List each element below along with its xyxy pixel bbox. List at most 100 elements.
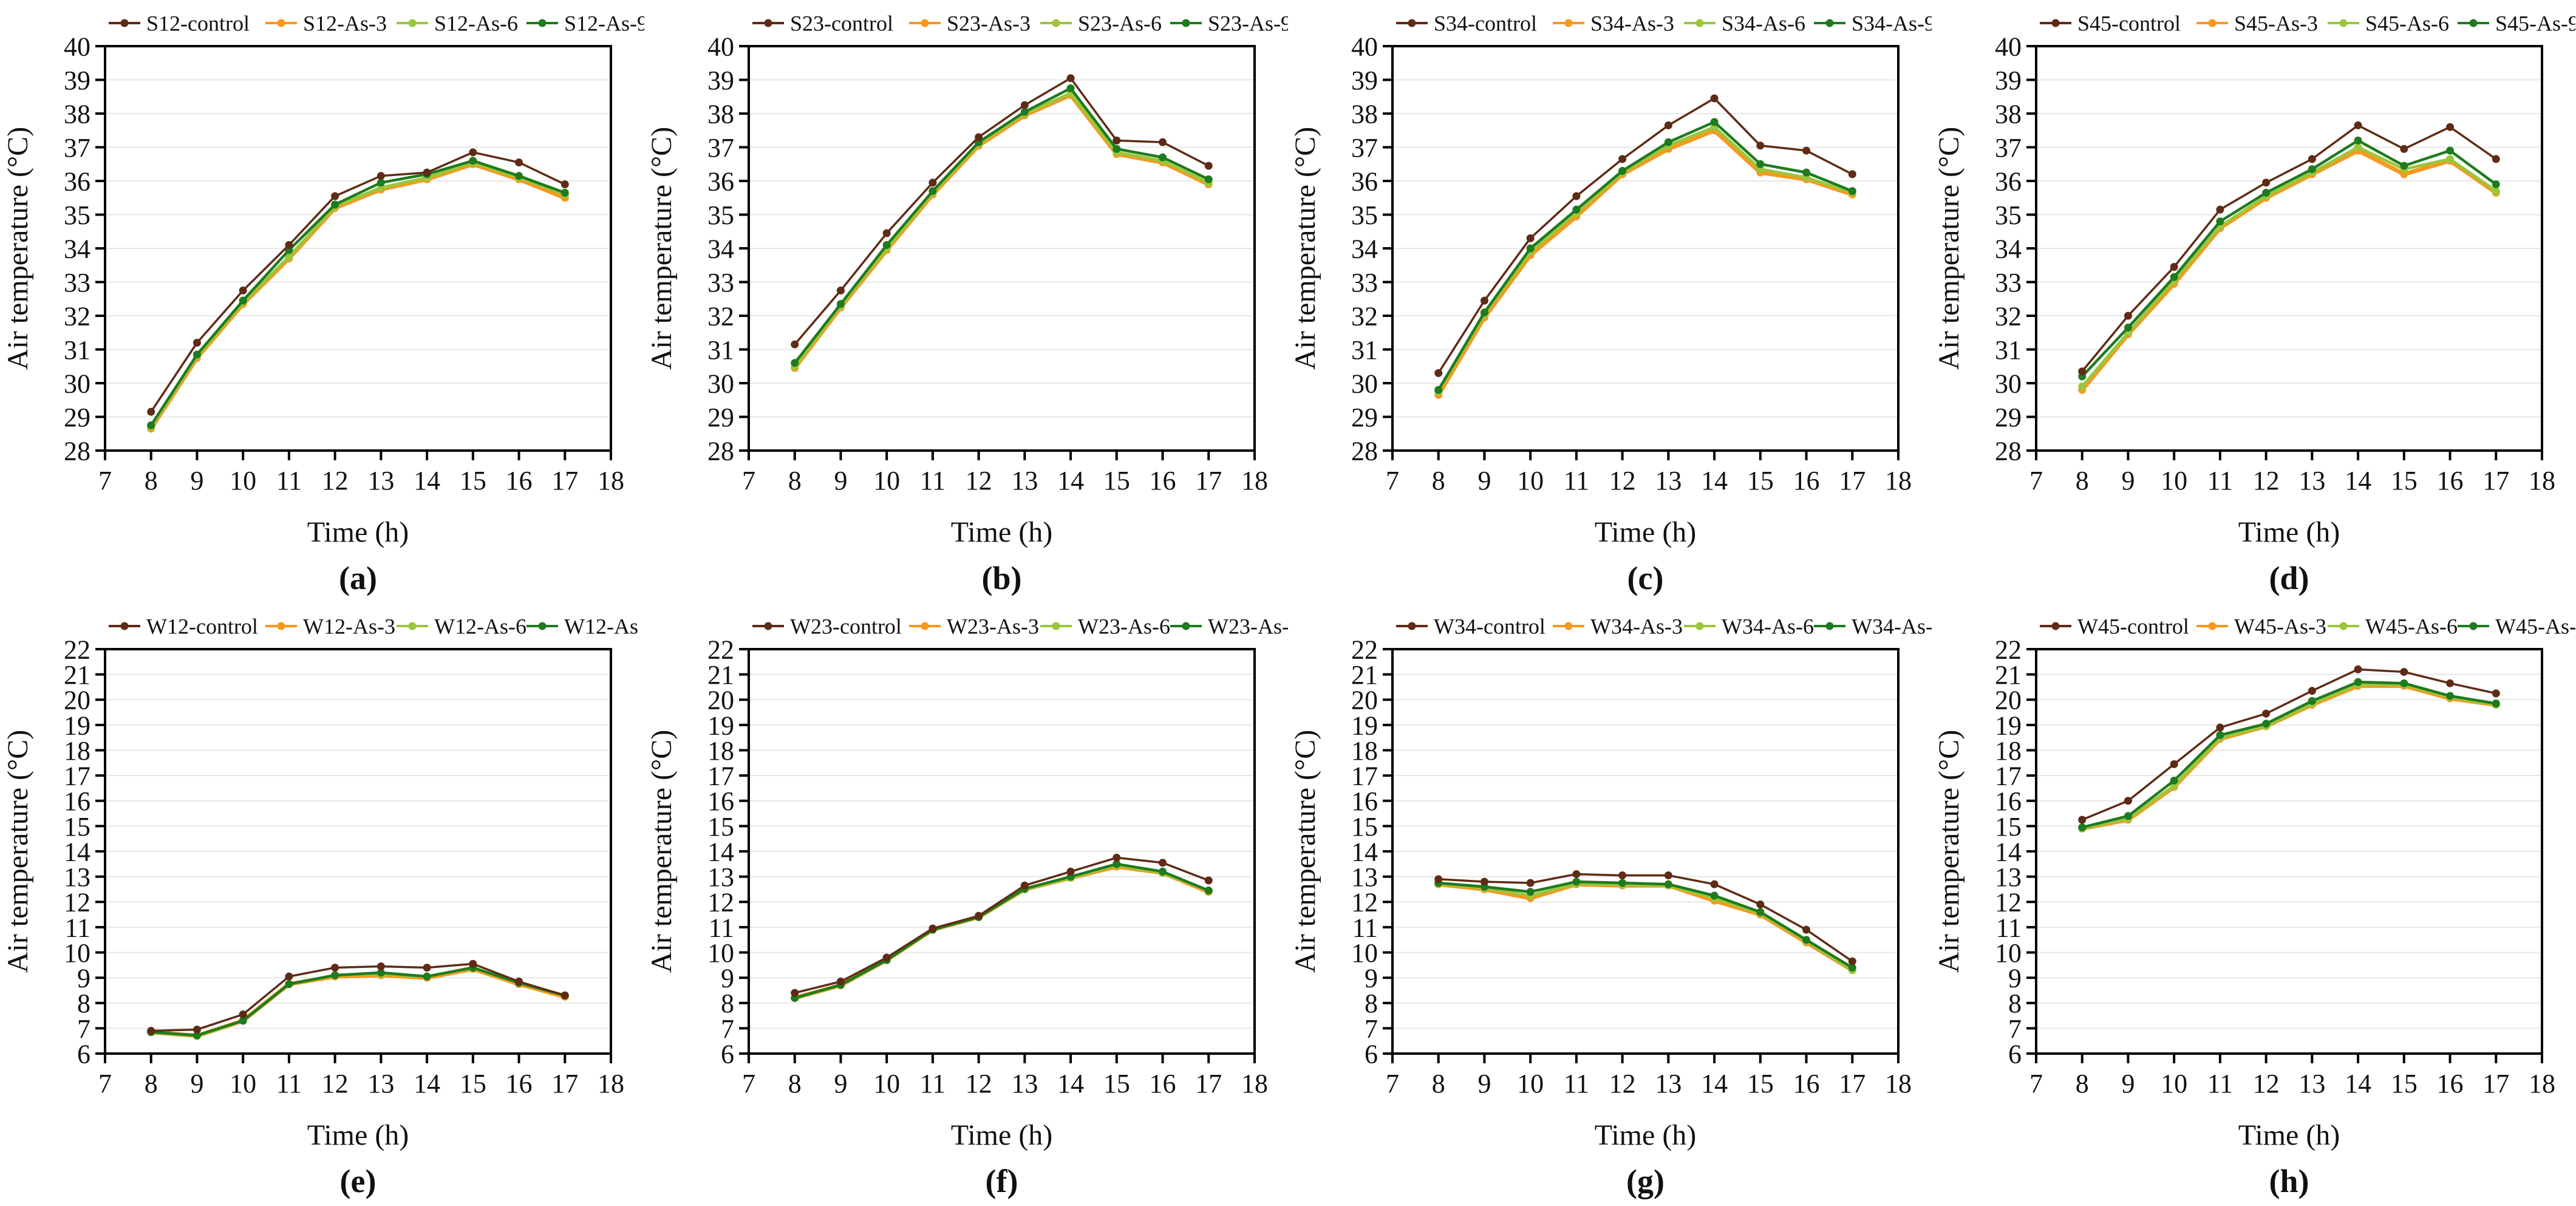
- subplot-d: 28 29 30 31 32 33 34 35 36 37 38 39 40 7 8 9 10 11 12 13 14 1…: [1932, 0, 2575, 603]
- data-point: [1848, 187, 1856, 196]
- data-point: [1802, 936, 1811, 944]
- x-tick-label: 16: [2437, 1069, 2464, 1099]
- y-tick-label: 29: [707, 403, 734, 432]
- x-axis: 7 8 9 10 11 12 13 14 15 16 17 18: [2029, 451, 2555, 496]
- series-group: [147, 959, 569, 1040]
- data-point: [1526, 234, 1535, 242]
- y-tick-label: 16: [64, 786, 90, 816]
- data-point: [1526, 244, 1535, 253]
- y-tick-label: 31: [1995, 335, 2022, 365]
- x-tick-label: 14: [1057, 466, 1084, 496]
- data-point: [285, 240, 293, 249]
- x-axis-title: Time (h): [951, 1119, 1053, 1151]
- y-tick-label: 8: [1365, 989, 1378, 1018]
- x-tick-label: 18: [1885, 466, 1912, 496]
- x-tick-label: 12: [322, 466, 349, 496]
- data-point: [1159, 153, 1167, 162]
- data-point: [1159, 867, 1167, 876]
- legend-label: S34-As-9: [1852, 12, 1932, 36]
- x-tick-label: 14: [2345, 1069, 2371, 1099]
- panel-label: (c): [1627, 560, 1664, 596]
- data-point: [1572, 877, 1581, 886]
- y-axis-title: Air temperature (°C): [1933, 730, 1965, 973]
- y-tick-label: 32: [64, 301, 90, 331]
- x-tick-label: 16: [1150, 1069, 1176, 1099]
- x-tick-label: 11: [2207, 466, 2233, 496]
- data-point: [2492, 180, 2500, 189]
- y-tick-label: 33: [707, 268, 734, 298]
- legend-label: S12-As-3: [303, 12, 387, 36]
- series-W23-As-: [791, 860, 1213, 1002]
- y-tick-label: 17: [1351, 761, 1378, 791]
- y-tick-label: 34: [1995, 234, 2022, 264]
- data-point: [1756, 160, 1765, 168]
- data-point: [2078, 823, 2087, 831]
- gridlines: [2036, 79, 2542, 418]
- data-point: [1113, 136, 1121, 145]
- data-point: [2170, 760, 2178, 768]
- x-tick-label: 16: [506, 466, 533, 496]
- x-tick-label: 18: [2529, 1069, 2555, 1099]
- panel-label: (f): [986, 1163, 1018, 1199]
- series-S12-control: [147, 148, 569, 416]
- y-tick-label: 40: [1995, 32, 2022, 61]
- x-tick-label: 14: [1057, 1069, 1084, 1099]
- x-tick-label: 7: [98, 466, 112, 496]
- y-tick-label: 22: [1351, 635, 1378, 664]
- x-tick-label: 8: [2076, 1069, 2089, 1099]
- y-tick-label: 32: [1351, 301, 1378, 331]
- legend-label: W23-As-3: [947, 615, 1039, 639]
- x-tick-label: 12: [322, 1069, 349, 1099]
- y-tick-label: 33: [1351, 268, 1378, 298]
- data-point: [1020, 101, 1029, 109]
- x-tick-label: 15: [460, 466, 486, 496]
- data-point: [929, 924, 937, 933]
- data-point: [882, 229, 891, 237]
- data-point: [2354, 678, 2362, 686]
- legend-item: S12-control: [109, 12, 250, 36]
- x-tick-label: 10: [2161, 466, 2187, 496]
- y-tick-label: 36: [707, 166, 734, 196]
- y-tick-label: 33: [1995, 268, 2022, 298]
- y-tick-label: 30: [1351, 369, 1378, 398]
- x-tick-label: 13: [1011, 1069, 1038, 1099]
- x-tick-label: 8: [788, 1069, 802, 1099]
- data-point: [2170, 273, 2178, 281]
- y-tick-label: 14: [1995, 837, 2022, 867]
- data-point: [239, 286, 247, 295]
- data-point: [2492, 187, 2500, 196]
- y-tick-label: 36: [64, 166, 90, 196]
- panel-label: (e): [340, 1163, 377, 1199]
- y-tick-label: 34: [707, 234, 734, 264]
- series-W12-As: [147, 963, 569, 1040]
- y-tick-label: 20: [64, 686, 90, 715]
- data-point: [1664, 121, 1672, 129]
- y-tick-label: 39: [1995, 66, 2022, 95]
- legend-label: W12-As-6: [434, 615, 526, 639]
- legend-marker-dot: [277, 19, 285, 27]
- panel-label: (d): [2269, 560, 2309, 596]
- panel-label: (h): [2269, 1163, 2309, 1199]
- y-tick-label: 32: [707, 301, 734, 331]
- data-point: [2170, 263, 2178, 271]
- legend-marker-dot: [1695, 622, 1704, 630]
- data-point: [147, 407, 155, 416]
- y-tick-label: 34: [64, 234, 90, 264]
- x-tick-label: 11: [920, 1069, 946, 1099]
- data-point: [1113, 145, 1121, 153]
- x-axis-title: Time (h): [1595, 516, 1697, 548]
- y-tick-label: 13: [1995, 862, 2022, 892]
- legend-marker-dot: [1695, 19, 1704, 27]
- x-tick-label: 11: [920, 466, 946, 496]
- data-point: [2262, 188, 2271, 197]
- x-tick-label: 18: [598, 1069, 624, 1099]
- y-tick-label: 22: [64, 635, 90, 664]
- legend-marker-dot: [2051, 622, 2060, 630]
- y-tick-label: 35: [1351, 200, 1378, 230]
